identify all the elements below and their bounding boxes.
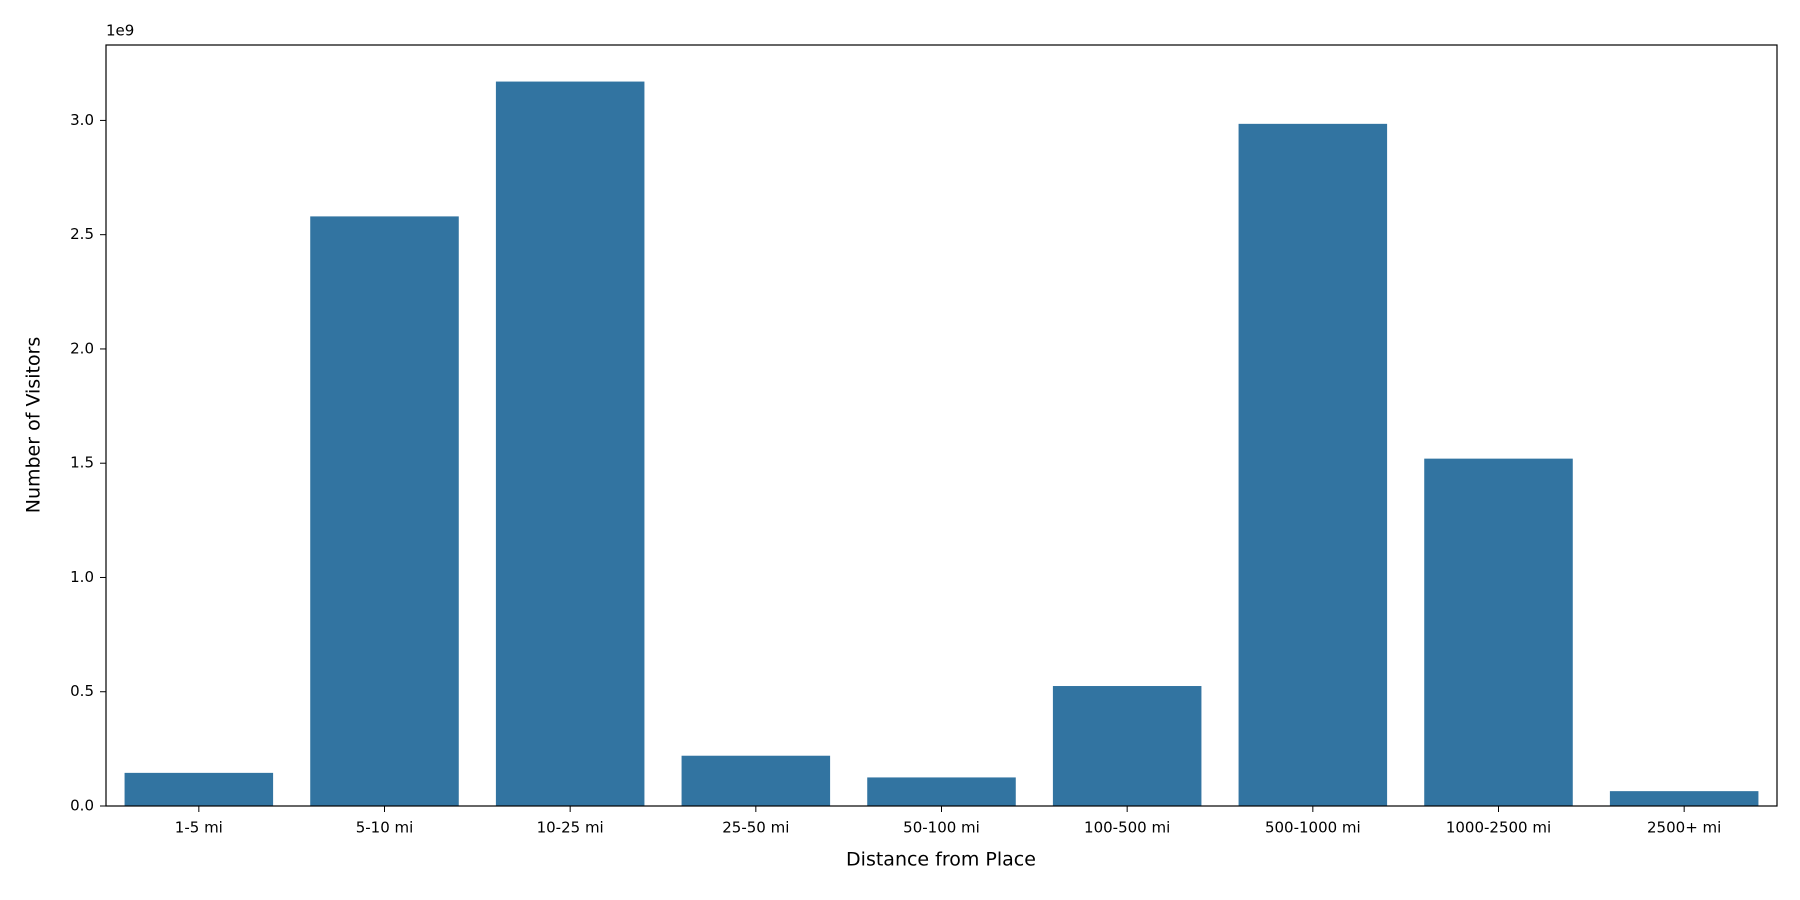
y-tick-label: 2.0	[70, 339, 94, 357]
bar	[495, 81, 645, 806]
y-tick-label: 0.5	[70, 682, 94, 700]
y-tick-label: 1.0	[70, 568, 94, 586]
bar	[310, 216, 459, 807]
x-tick-label: 1000-2500 mi	[1446, 819, 1551, 837]
x-tick-label: 1-5 mi	[175, 819, 223, 837]
y-offset-label: 1e9	[106, 22, 134, 40]
bar	[124, 772, 274, 806]
x-tick-label: 25-50 mi	[722, 819, 789, 837]
x-tick-label: 50-100 mi	[903, 819, 980, 837]
x-tick-label: 500-1000 mi	[1265, 819, 1361, 837]
bar	[681, 755, 831, 806]
x-tick-label: 5-10 mi	[356, 819, 414, 837]
x-tick-label: 10-25 mi	[537, 819, 604, 837]
y-axis-label: Number of Visitors	[23, 337, 45, 514]
x-axis-label: Distance from Place	[846, 849, 1036, 871]
bar	[1238, 123, 1388, 806]
axes-frame	[105, 44, 1778, 807]
x-tick-label: 100-500 mi	[1084, 819, 1170, 837]
y-tick-label: 3.0	[70, 111, 94, 129]
bar	[1609, 791, 1759, 806]
bar	[867, 777, 1016, 806]
x-tick-label: 2500+ mi	[1647, 819, 1721, 837]
bar	[1424, 458, 1573, 806]
y-tick-label: 0.0	[70, 797, 94, 815]
y-tick-label: 1.5	[70, 454, 94, 472]
y-tick-label: 2.5	[70, 225, 94, 243]
bar	[1052, 686, 1202, 806]
